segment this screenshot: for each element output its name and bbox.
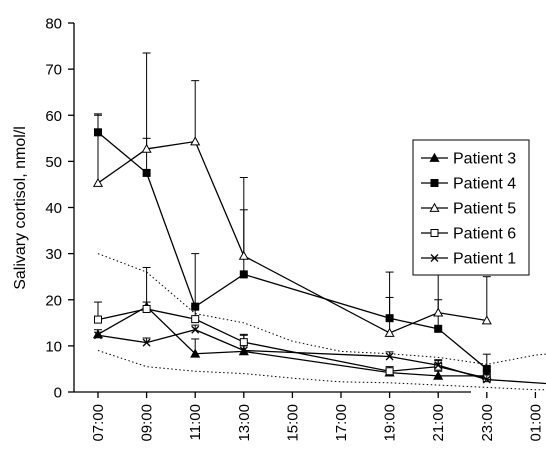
x-tick-label: 23:00 bbox=[479, 404, 496, 442]
x-tick-label: 15:00 bbox=[284, 404, 301, 442]
y-tick-label: 70 bbox=[45, 62, 62, 79]
patient-5-point bbox=[384, 327, 395, 337]
patient-1-point bbox=[434, 361, 443, 370]
legend-label-patient-6: Patient 6 bbox=[453, 226, 516, 243]
y-tick-label: 50 bbox=[45, 154, 62, 171]
patient-1-point bbox=[191, 325, 200, 334]
patient-6-point bbox=[142, 304, 151, 313]
axes-layer bbox=[73, 23, 471, 393]
legend-marker-patient-5 bbox=[429, 202, 440, 212]
patient-6-point bbox=[94, 315, 102, 324]
patient-4-point bbox=[482, 364, 491, 373]
legend-marker-patient-4 bbox=[430, 179, 439, 187]
y-tick-label: 20 bbox=[45, 292, 62, 309]
series-layer bbox=[92, 52, 546, 385]
patient-1-series bbox=[94, 324, 546, 385]
patient-5-point bbox=[141, 143, 152, 153]
x-tick-label: 19:00 bbox=[382, 404, 399, 442]
patient-5-point bbox=[92, 177, 104, 187]
x-ticks: 07:00 09:00 11:00 13:00 15:00 17:00 19:00 21:00… bbox=[90, 392, 544, 442]
patient-1-point-stroke bbox=[482, 375, 491, 384]
patient-4-point bbox=[142, 168, 151, 177]
legend-marker-patient-1 bbox=[430, 254, 439, 262]
patient-1-point-stroke bbox=[191, 325, 200, 334]
legend-label-patient-4: Patient 4 bbox=[453, 176, 516, 193]
patient-6-point bbox=[239, 338, 248, 347]
patient-1-point bbox=[239, 346, 248, 355]
x-tick-label: 07:00 bbox=[90, 404, 107, 442]
x-tick-label: 13:00 bbox=[236, 404, 253, 442]
reference-lower-line bbox=[97, 350, 546, 391]
y-tick-label: 0 bbox=[54, 385, 62, 402]
reference-upper-line bbox=[97, 253, 546, 365]
patient-3-point bbox=[190, 348, 201, 358]
legend-label-patient-3: Patient 3 bbox=[453, 151, 516, 168]
patient-3-point bbox=[433, 370, 444, 380]
y-ticks: 0 10 20 30 40 50 60 70 80 bbox=[45, 16, 74, 402]
patient-5-point bbox=[433, 307, 444, 317]
y-tick-label: 10 bbox=[45, 338, 62, 355]
x-tick-label: 17:00 bbox=[333, 404, 350, 442]
y-tick-label: 30 bbox=[45, 246, 62, 263]
legend-marker-patient-6 bbox=[430, 229, 439, 237]
legend-label-patient-5: Patient 5 bbox=[453, 201, 516, 218]
patient-5-point bbox=[238, 250, 249, 260]
y-tick-label: 80 bbox=[45, 16, 62, 33]
patient-1-point bbox=[94, 331, 102, 340]
patient-1-point-stroke bbox=[239, 346, 248, 355]
legend-label-patient-1: Patient 1 bbox=[453, 251, 516, 268]
legend: Patient 3 Patient 4 Patient 5 Patient 6 Pati… bbox=[412, 139, 530, 276]
patient-1-point-stroke bbox=[434, 361, 443, 370]
patient-1-point bbox=[482, 375, 491, 384]
x-tick-label: 21:00 bbox=[430, 404, 447, 442]
patient-5-point bbox=[481, 315, 492, 325]
patient-4-point bbox=[434, 324, 443, 333]
x-tick-label: 09:00 bbox=[139, 404, 156, 442]
legend-marker-patient-3 bbox=[429, 152, 440, 162]
patient-5-series bbox=[92, 52, 492, 337]
patient-5-point bbox=[190, 136, 201, 146]
patient-1-point bbox=[142, 338, 151, 347]
x-tick-label: 01:00 bbox=[527, 404, 544, 442]
y-tick-label: 40 bbox=[45, 200, 62, 217]
y-tick-label: 60 bbox=[45, 108, 62, 125]
patient-3-point bbox=[92, 329, 104, 339]
patient-1-point-stroke bbox=[142, 338, 151, 347]
y-axis-label: Salivary cortisol, nmol/l bbox=[12, 126, 29, 290]
legend-marker-patient-1-stroke bbox=[430, 254, 439, 262]
patient-6-point bbox=[385, 367, 394, 376]
patient-1-point bbox=[385, 352, 394, 361]
reference-range-layer bbox=[97, 253, 546, 391]
patient-1-point-stroke bbox=[385, 352, 394, 361]
patient-1-line bbox=[97, 329, 546, 385]
patient-4-point bbox=[239, 270, 248, 279]
patient-6-point bbox=[191, 315, 200, 324]
x-tick-label: 11:00 bbox=[187, 404, 204, 440]
patient-1-point-stroke bbox=[94, 331, 102, 340]
